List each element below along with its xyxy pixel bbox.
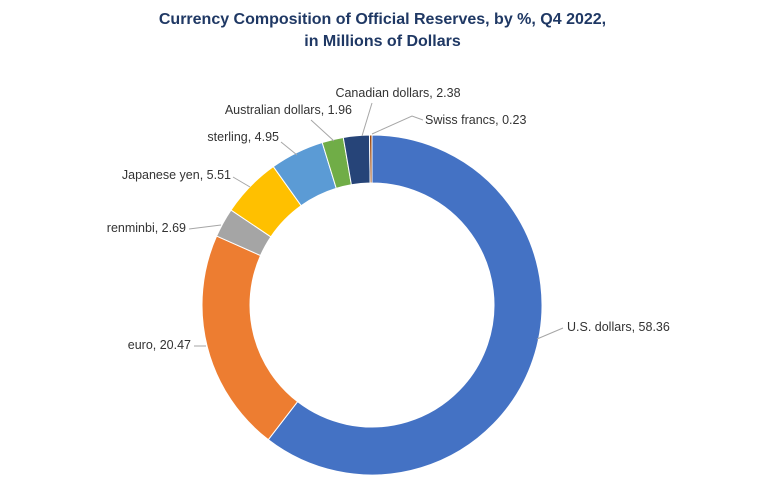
chart-title-line2: in Millions of Dollars <box>304 33 461 50</box>
leader-line-japanese-yen <box>232 176 251 188</box>
data-label-japanese-yen: Japanese yen, 5.51 <box>122 168 231 182</box>
data-label-sterling: sterling, 4.95 <box>207 130 279 144</box>
leader-line-swiss-francs <box>371 115 424 135</box>
leader-line-canadian-dollars <box>361 102 373 137</box>
donut-slice-euro <box>201 235 299 441</box>
donut-slice-swiss-francs <box>368 134 373 184</box>
data-label-u-s-dollars: U.S. dollars, 58.36 <box>567 320 670 334</box>
data-label-australian-dollars: Australian dollars, 1.96 <box>225 103 352 117</box>
leader-line-sterling <box>280 141 298 156</box>
donut-slice-u-s-dollars <box>267 134 543 476</box>
data-label-renminbi: renminbi, 2.69 <box>107 221 186 235</box>
data-label-euro: euro, 20.47 <box>128 338 191 352</box>
data-label-swiss-francs: Swiss francs, 0.23 <box>425 113 526 127</box>
leader-line-renminbi <box>188 224 222 230</box>
leader-line-australian-dollars <box>310 119 335 142</box>
data-label-canadian-dollars: Canadian dollars, 2.38 <box>335 86 460 100</box>
chart-title: Currency Composition of Official Reserve… <box>0 9 765 53</box>
leader-line-u-s-dollars <box>536 327 564 340</box>
chart-title-line1: Currency Composition of Official Reserve… <box>158 11 607 28</box>
